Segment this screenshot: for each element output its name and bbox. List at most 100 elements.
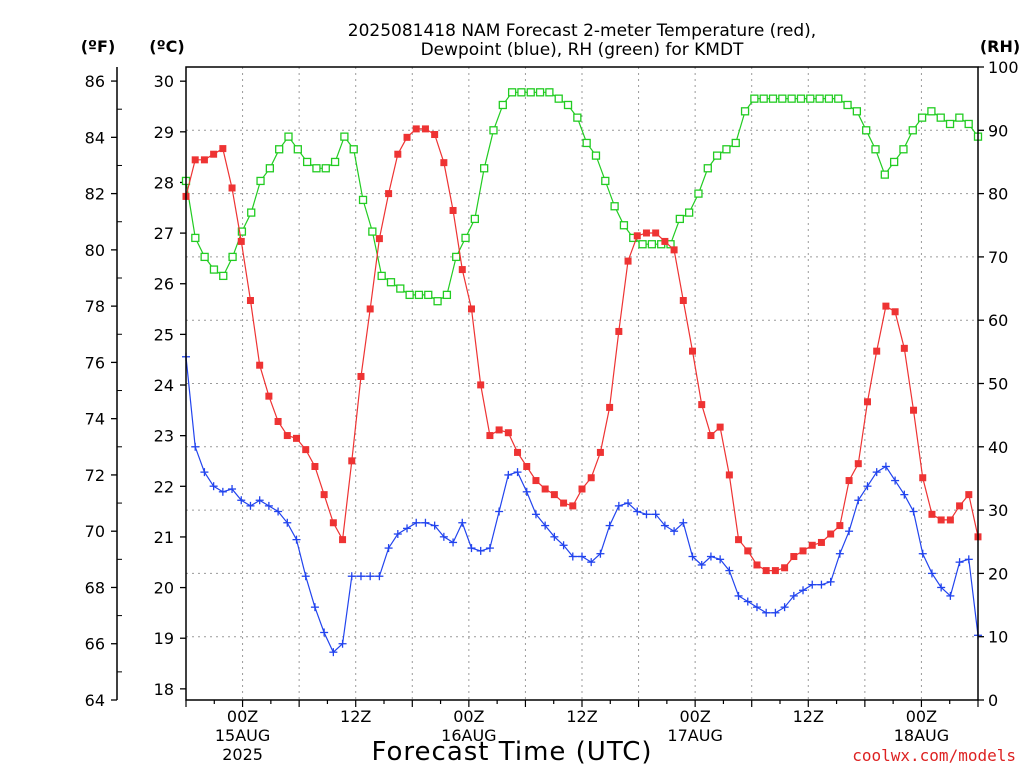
temperature-point: [596, 448, 604, 456]
dewpoint-point: [642, 510, 651, 519]
dewpoint-point: [458, 518, 467, 527]
dewpoint-point: [301, 572, 310, 581]
dewpoint-point: [403, 524, 412, 533]
temperature-point: [532, 477, 540, 485]
rh-point: [526, 88, 535, 97]
rh-point: [228, 252, 237, 262]
rh-point: [554, 94, 563, 103]
dewpoint-point: [835, 549, 844, 558]
fahrenheit-tick-label: 64: [85, 691, 105, 710]
temperature-point: [366, 305, 374, 313]
rh-point: [806, 94, 815, 103]
temperature-point: [790, 553, 798, 561]
rh-point: [638, 240, 647, 249]
dewpoint-point: [587, 558, 596, 567]
rh-tick-label: 0: [988, 691, 998, 710]
temperature-point: [265, 392, 273, 400]
rh-point: [414, 290, 424, 300]
dewpoint-point: [209, 482, 218, 491]
rh-tick-label: 80: [988, 185, 1008, 204]
celsius-tick-label: 28: [154, 173, 174, 192]
temperature-point: [698, 401, 706, 409]
temperature-point: [375, 235, 383, 243]
temperature-point: [431, 131, 439, 139]
temperature-point: [274, 417, 282, 425]
dewpoint-point: [375, 572, 384, 581]
dewpoint-point: [366, 572, 375, 581]
rh-point: [545, 88, 554, 97]
rh-line: [185, 91, 979, 302]
temperature-point: [679, 297, 687, 305]
fahrenheit-tick-label: 68: [85, 578, 105, 597]
dewpoint-point: [191, 442, 200, 451]
dewpoint-point: [439, 532, 448, 541]
credit-text: coolwx.com/models: [852, 746, 1016, 765]
celsius-tick-label: 22: [154, 477, 174, 496]
temperature-point: [560, 499, 568, 507]
rh-point: [899, 145, 908, 154]
rh-tick-label: 70: [988, 248, 1008, 267]
rh-point: [647, 240, 657, 249]
rh-tick-label: 40: [988, 438, 1008, 457]
rh-point: [750, 94, 759, 103]
celsius-tick-label: 23: [154, 427, 174, 446]
rh-point: [815, 94, 824, 103]
dewpoint-point: [964, 555, 973, 564]
celsius-tick-label: 26: [154, 275, 174, 294]
fahrenheit-tick-label: 86: [85, 72, 105, 91]
dewpoint-point: [430, 521, 439, 530]
x-tick-label: 12Z: [793, 707, 824, 726]
dewpoint-point: [799, 586, 808, 595]
rh-point: [787, 94, 796, 103]
dewpoint-point: [789, 591, 798, 600]
dewpoint-point: [522, 487, 531, 496]
dewpoint-point: [826, 577, 835, 586]
rh-point: [535, 88, 545, 97]
celsius-tick-label: 30: [154, 72, 174, 91]
temperature-point: [514, 448, 522, 456]
celsius-tick-label: 24: [154, 376, 174, 395]
temperature-point: [403, 133, 411, 141]
temperature-point: [873, 347, 881, 355]
temperature-point: [569, 502, 577, 510]
dewpoint-point: [283, 518, 292, 527]
temperature-point: [900, 344, 908, 352]
dewpoint-point: [467, 544, 476, 553]
x-tick-date-label: 17AUG: [667, 726, 722, 745]
fahrenheit-tick-label: 78: [85, 297, 105, 316]
rh-point: [880, 170, 889, 179]
rh-tick-label: 100: [988, 58, 1019, 77]
temperature-point: [200, 156, 208, 164]
rh-tick-label: 60: [988, 311, 1008, 330]
dewpoint-point: [863, 482, 872, 491]
temperature-point: [219, 145, 227, 153]
temperature-point: [771, 567, 779, 575]
x-tick-label: 00Z: [227, 707, 258, 726]
axes: 64 66 68 70 72 74 76 78 80 82 84 86 18 19 20 21 22 23 24 25…: [85, 58, 1019, 764]
celsius-tick-label: 27: [154, 224, 174, 243]
rh-point: [200, 252, 209, 262]
unit-label-fahrenheit: (ºF): [81, 37, 116, 56]
temperature-point: [191, 156, 199, 164]
temperature-point: [624, 257, 632, 265]
rh-point: [265, 164, 275, 173]
rh-point: [871, 145, 880, 154]
unit-label-rh: (RH): [980, 37, 1020, 56]
dewpoint-point: [274, 507, 283, 516]
fahrenheit-tick-label: 84: [85, 128, 105, 147]
rh-tick-label: 50: [988, 375, 1008, 394]
rh-point: [740, 107, 750, 116]
temperature-point: [477, 381, 485, 389]
dewpoint-point: [218, 487, 227, 496]
rh-point: [796, 94, 806, 103]
temperature-point: [467, 305, 475, 313]
rh-point: [452, 252, 461, 262]
rh-point: [759, 94, 768, 103]
temperature-point: [541, 485, 549, 493]
dewpoint-point: [513, 468, 522, 477]
rh-point: [685, 208, 694, 217]
temperature-point: [937, 516, 945, 524]
dewpoint-point: [716, 555, 725, 564]
temperature-point: [421, 125, 429, 133]
